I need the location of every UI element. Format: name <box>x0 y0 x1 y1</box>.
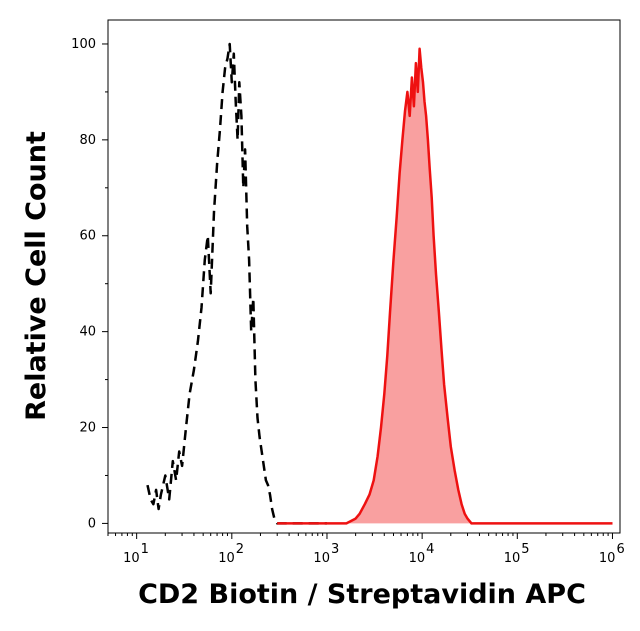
series-0-dashed-line <box>146 42 327 525</box>
x-tick-label: 10 <box>504 551 521 566</box>
series-1-line <box>277 47 613 525</box>
x-tick-exponent: 5 <box>521 542 529 557</box>
plot-area <box>107 19 621 534</box>
series-1-area-fill <box>277 48 613 524</box>
y-tick-label: 60 <box>79 229 96 244</box>
y-tick-label: 80 <box>79 133 96 148</box>
x-tick-exponent: 4 <box>426 542 434 557</box>
y-tick-label: 100 <box>71 37 96 52</box>
plot-frame <box>107 19 621 534</box>
x-tick-label: 10 <box>218 551 235 566</box>
x-tick-exponent: 2 <box>236 542 244 557</box>
x-tick-label: 10 <box>313 551 330 566</box>
x-axis-title: CD2 Biotin / Streptavidin APC <box>138 579 586 610</box>
x-tick-label: 10 <box>409 551 426 566</box>
x-tick-exponent: 1 <box>141 542 149 557</box>
y-axis-title: Relative Cell Count <box>21 131 52 421</box>
y-tick-label: 40 <box>79 325 96 340</box>
y-axis: 0 20 40 60 80 100 <box>71 37 108 531</box>
series-layer <box>146 42 613 525</box>
y-tick-label: 20 <box>79 421 96 436</box>
x-tick-exponent: 6 <box>616 542 624 557</box>
y-tick-label: 0 <box>88 516 96 531</box>
x-tick-label: 10 <box>123 551 140 566</box>
x-tick-exponent: 3 <box>331 542 339 557</box>
x-tick-label: 10 <box>599 551 616 566</box>
